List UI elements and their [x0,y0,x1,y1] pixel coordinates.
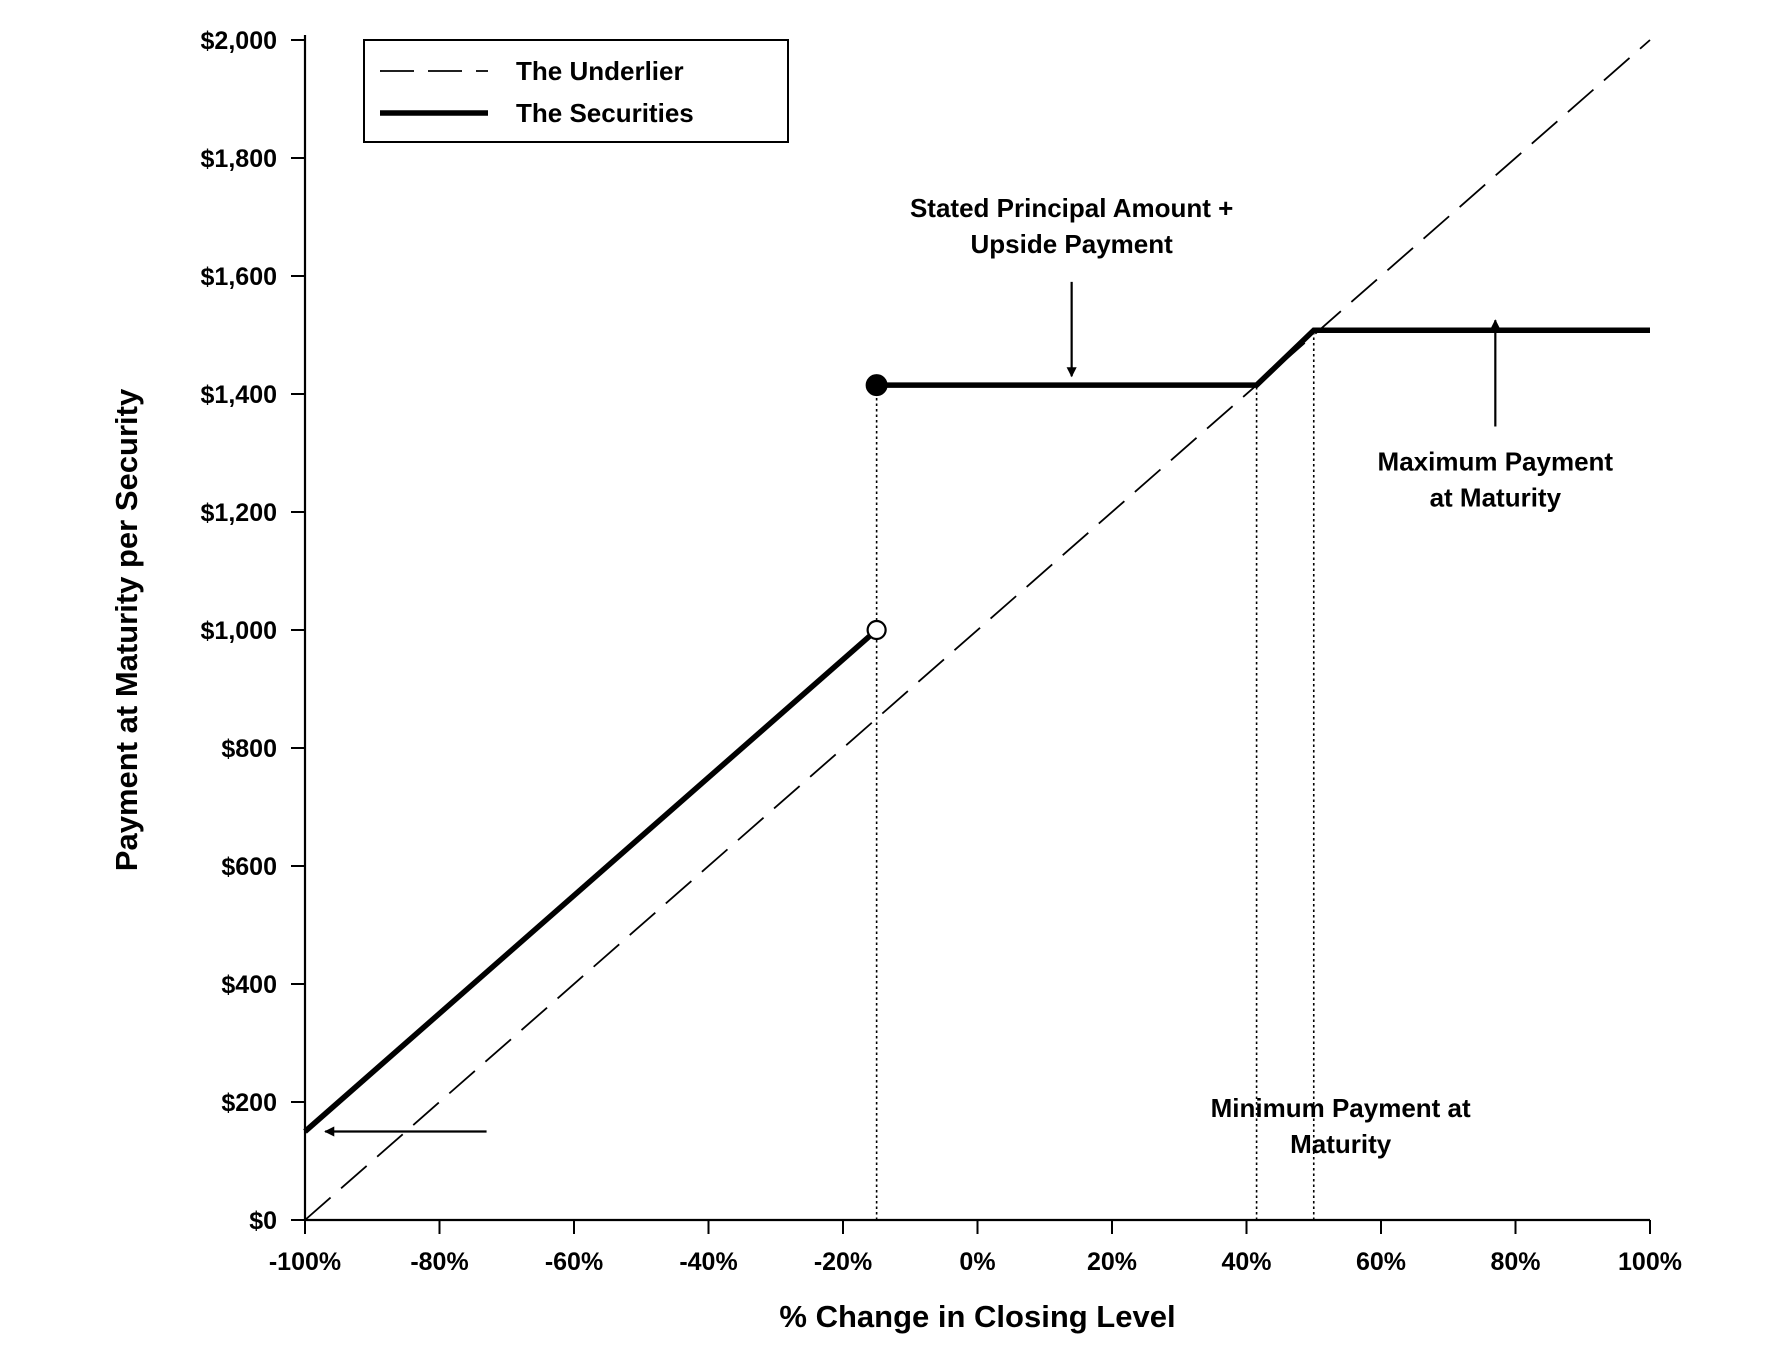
annotation-line: Upside Payment [971,229,1174,259]
annotation-line: Maturity [1290,1129,1392,1159]
legend: The Underlier The Securities [363,39,789,143]
annotation-line: Minimum Payment at [1211,1093,1471,1123]
y-tick-label: $600 [221,853,277,881]
underlier-line [304,39,1651,1221]
x-tick-label: 20% [1087,1248,1137,1276]
annotation-text: Maximum Payment at Maturity [1378,447,1614,513]
reference-lines [875,330,1315,1220]
annotation-line: Stated Principal Amount + [910,193,1233,223]
y-tick-label: $2,000 [201,27,277,55]
legend-label: The Underlier [516,56,684,86]
annotations: Stated Principal Amount + Upside Payment M… [324,193,1614,1159]
markers [865,374,888,641]
securities-line [303,627,879,1134]
open-circle-marker [866,619,887,641]
y-tick-label: $0 [249,1207,277,1235]
x-tick-label: 80% [1490,1248,1540,1276]
legend-box [363,39,789,143]
y-tick-label: $800 [221,735,277,763]
x-tick-label: -20% [814,1248,872,1276]
filled-circle-marker [865,374,888,397]
y-tick-label: $1,400 [201,381,277,409]
x-tick-label: -40% [679,1248,737,1276]
y-tick-label: $1,600 [201,263,277,291]
axes: $0 $200 $400 $600 $800 $1,000 $1,200 $1,400 $1,6… [201,27,1682,1276]
legend-label: The Securities [516,98,694,128]
y-tick-label: $400 [221,971,277,999]
series-layer [303,39,1651,1221]
y-tick-label: $1,200 [201,499,277,527]
y-axis-title: Payment at Maturity per Security [109,388,144,871]
securities-line [876,327,1650,388]
annotation-line: Maximum Payment [1378,447,1614,477]
annotation-text: Stated Principal Amount + Upside Payment [910,193,1233,259]
x-tick-label: 0% [959,1248,995,1276]
x-tick-label: -60% [545,1248,603,1276]
x-tick-label: -100% [269,1248,341,1276]
annotation-text: Minimum Payment at Maturity [1211,1093,1471,1159]
x-tick-label: 100% [1618,1248,1682,1276]
y-tick-label: $200 [221,1089,277,1117]
y-tick-label: $1,000 [201,617,277,645]
x-tick-label: 40% [1221,1248,1271,1276]
y-tick-label: $1,800 [201,145,277,173]
x-axis-title: % Change in Closing Level [779,1299,1175,1334]
x-tick-label: 60% [1356,1248,1406,1276]
x-tick-label: -80% [410,1248,468,1276]
annotation-line: at Maturity [1430,483,1562,513]
